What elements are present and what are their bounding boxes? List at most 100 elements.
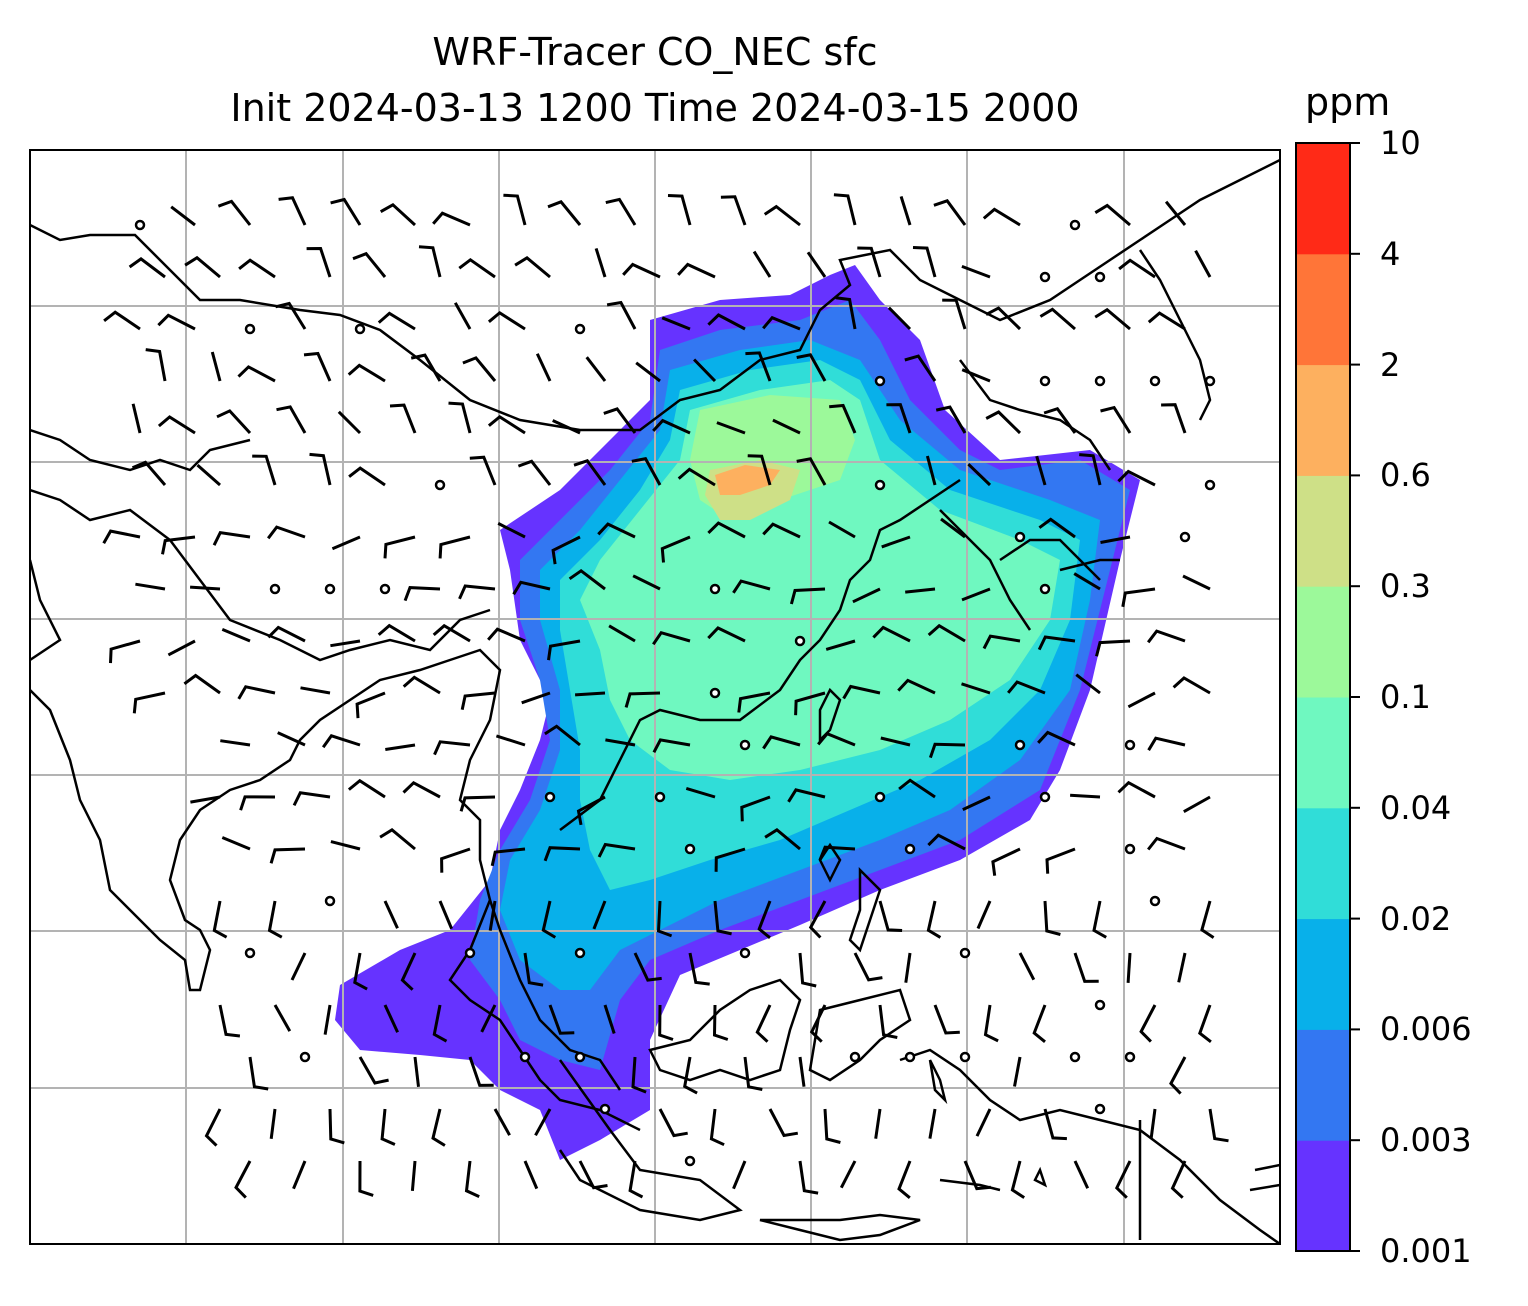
wind-barb — [1117, 469, 1156, 487]
calm-marker — [1124, 739, 1136, 751]
wind-barb — [488, 900, 497, 931]
wind-barb — [1118, 258, 1156, 279]
wind-barb — [829, 403, 857, 434]
wind-barb — [493, 1108, 511, 1136]
wind-barb — [402, 780, 441, 799]
wind-barb — [433, 740, 471, 756]
coastlines — [30, 158, 1280, 1244]
wind-barb — [1018, 952, 1036, 981]
wind-barb — [1126, 952, 1132, 983]
wind-barb — [1100, 535, 1131, 544]
wind-barb — [808, 900, 827, 939]
wind-barb — [460, 691, 496, 711]
wind-barb — [379, 827, 416, 851]
wind-barb — [379, 202, 417, 227]
wind-barb — [1147, 836, 1186, 851]
wind-barb — [464, 1160, 480, 1198]
wind-barb — [306, 246, 332, 278]
wind-barb — [683, 1056, 698, 1095]
calm-marker — [684, 1155, 696, 1167]
wind-barb — [743, 1056, 763, 1091]
calm-marker — [1094, 375, 1106, 387]
wind-barb — [603, 1004, 616, 1034]
wind-barb — [1127, 691, 1156, 709]
wind-barb — [383, 1004, 399, 1033]
wind-barb — [1073, 1160, 1090, 1189]
wind-barb — [353, 952, 368, 991]
wind-barb — [1100, 405, 1132, 434]
wind-barb — [210, 351, 222, 382]
wind-barb — [458, 584, 496, 600]
wind-barb — [720, 195, 747, 226]
wind-barb — [635, 361, 661, 383]
wind-barb — [762, 315, 801, 331]
wind-barb — [962, 795, 991, 811]
wind-barb — [290, 952, 307, 981]
map-title: WRF-Tracer CO_NEC sfc — [432, 30, 878, 74]
wind-barb — [103, 310, 141, 331]
wind-barb — [707, 313, 746, 331]
colorbar-tick-label: 0.3 — [1380, 567, 1431, 606]
wind-barb — [1200, 900, 1215, 939]
wind-barb — [145, 348, 167, 382]
wind-barb — [1038, 517, 1076, 539]
wind-barb — [480, 1004, 497, 1033]
calm-marker — [244, 947, 256, 959]
calm-marker — [354, 323, 366, 335]
wind-barb — [768, 1108, 799, 1138]
wind-barb — [878, 900, 903, 932]
wind-barb — [677, 262, 716, 279]
wind-barb — [459, 795, 496, 812]
wind-barb — [161, 535, 196, 555]
wind-barb — [798, 952, 817, 988]
wind-barb — [276, 405, 307, 434]
wind-barb — [458, 257, 496, 279]
wind-barb — [961, 264, 991, 279]
wind-barb — [818, 845, 856, 861]
wind-barb — [131, 403, 142, 434]
wind-barbs — [102, 193, 1229, 1199]
wind-barb — [204, 1108, 222, 1147]
wind-barb — [1010, 1160, 1026, 1199]
wind-barb — [928, 1108, 937, 1139]
wind-barb — [1161, 403, 1187, 434]
wind-barb — [269, 847, 306, 864]
wind-barb — [212, 900, 228, 939]
wind-barb — [942, 298, 967, 330]
gridlines — [30, 150, 1280, 1244]
wind-barb — [693, 358, 717, 383]
wind-barb — [1043, 1108, 1067, 1141]
wind-barb — [109, 639, 141, 664]
wind-barb — [631, 1056, 647, 1094]
wind-barb — [597, 842, 636, 858]
wind-barb — [1007, 680, 1046, 695]
calm-marker — [959, 1051, 971, 1063]
wind-barb — [277, 731, 306, 747]
wind-barb — [548, 1004, 575, 1035]
calm-marker — [434, 479, 446, 491]
wind-barb — [573, 459, 607, 486]
wind-barb — [237, 685, 276, 700]
wind-barb — [806, 251, 827, 278]
wind-barb — [514, 255, 551, 279]
wind-barb — [1114, 1160, 1132, 1199]
wind-barb — [985, 410, 1022, 435]
wind-barb — [330, 639, 361, 648]
wind-barb — [709, 1108, 725, 1147]
wind-barb — [453, 302, 472, 330]
wind-barb — [935, 405, 967, 434]
wind-barb — [1117, 780, 1156, 799]
wind-barb — [212, 530, 251, 546]
wind-barb — [267, 625, 306, 643]
wind-barb — [872, 625, 911, 643]
wind-barb — [961, 587, 991, 602]
wind-barb — [1147, 736, 1186, 751]
wind-barb — [1147, 629, 1186, 644]
wind-barb — [1094, 203, 1131, 227]
wind-barb — [309, 452, 332, 486]
wind-barb — [798, 1160, 819, 1195]
colorbar-segment — [1296, 475, 1350, 587]
wind-barb — [897, 678, 936, 695]
calm-marker — [544, 791, 556, 803]
wind-barb — [594, 247, 607, 278]
